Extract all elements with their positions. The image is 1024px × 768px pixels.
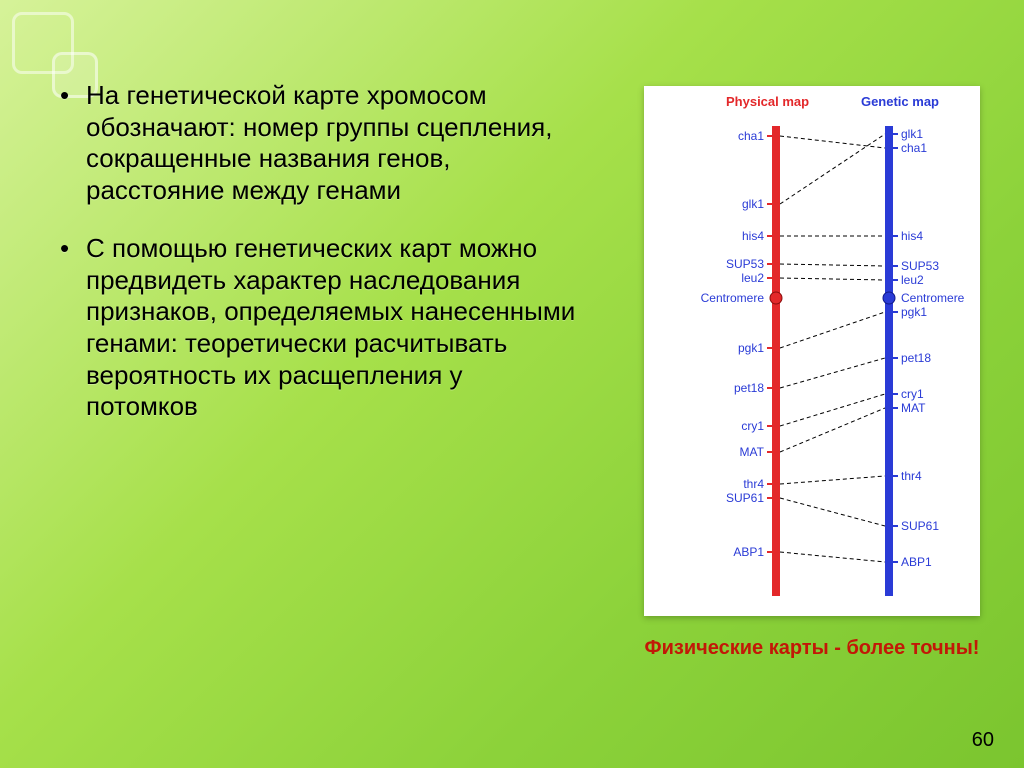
svg-text:ABP1: ABP1 bbox=[901, 555, 932, 569]
svg-text:pet18: pet18 bbox=[734, 381, 764, 395]
svg-text:cha1: cha1 bbox=[738, 129, 764, 143]
svg-text:thr4: thr4 bbox=[901, 469, 922, 483]
svg-text:cry1: cry1 bbox=[741, 419, 764, 433]
svg-text:SUP61: SUP61 bbox=[726, 491, 764, 505]
svg-text:cry1: cry1 bbox=[901, 387, 924, 401]
svg-text:his4: his4 bbox=[742, 229, 764, 243]
svg-text:ABP1: ABP1 bbox=[733, 545, 764, 559]
svg-text:MAT: MAT bbox=[901, 401, 926, 415]
svg-text:SUP53: SUP53 bbox=[901, 259, 939, 273]
svg-text:Genetic map: Genetic map bbox=[861, 94, 939, 109]
svg-text:glk1: glk1 bbox=[742, 197, 764, 211]
svg-text:MAT: MAT bbox=[740, 445, 765, 459]
svg-text:pet18: pet18 bbox=[901, 351, 931, 365]
bullet-item: С помощью генетических карт можно предви… bbox=[60, 233, 580, 423]
map-comparison-figure: Physical mapGenetic mapcha1glk1his4SUP53… bbox=[644, 86, 980, 616]
page-number: 60 bbox=[972, 729, 994, 752]
svg-text:pgk1: pgk1 bbox=[901, 305, 927, 319]
svg-text:pgk1: pgk1 bbox=[738, 341, 764, 355]
svg-text:leu2: leu2 bbox=[741, 271, 764, 285]
svg-text:Physical map: Physical map bbox=[726, 94, 809, 109]
svg-text:thr4: thr4 bbox=[743, 477, 764, 491]
svg-text:glk1: glk1 bbox=[901, 127, 923, 141]
bullet-item: На генетической карте хромосом обозначаю… bbox=[60, 80, 580, 207]
figure-caption: Физические карты - более точны! bbox=[644, 636, 980, 660]
figure-svg: Physical mapGenetic mapcha1glk1his4SUP53… bbox=[644, 86, 980, 616]
svg-text:Centromere: Centromere bbox=[701, 291, 765, 305]
svg-text:his4: his4 bbox=[901, 229, 923, 243]
bullet-list: На генетической карте хромосом обозначаю… bbox=[60, 80, 580, 449]
svg-text:leu2: leu2 bbox=[901, 273, 924, 287]
svg-text:cha1: cha1 bbox=[901, 141, 927, 155]
svg-text:Centromere: Centromere bbox=[901, 291, 965, 305]
svg-text:SUP61: SUP61 bbox=[901, 519, 939, 533]
svg-text:SUP53: SUP53 bbox=[726, 257, 764, 271]
